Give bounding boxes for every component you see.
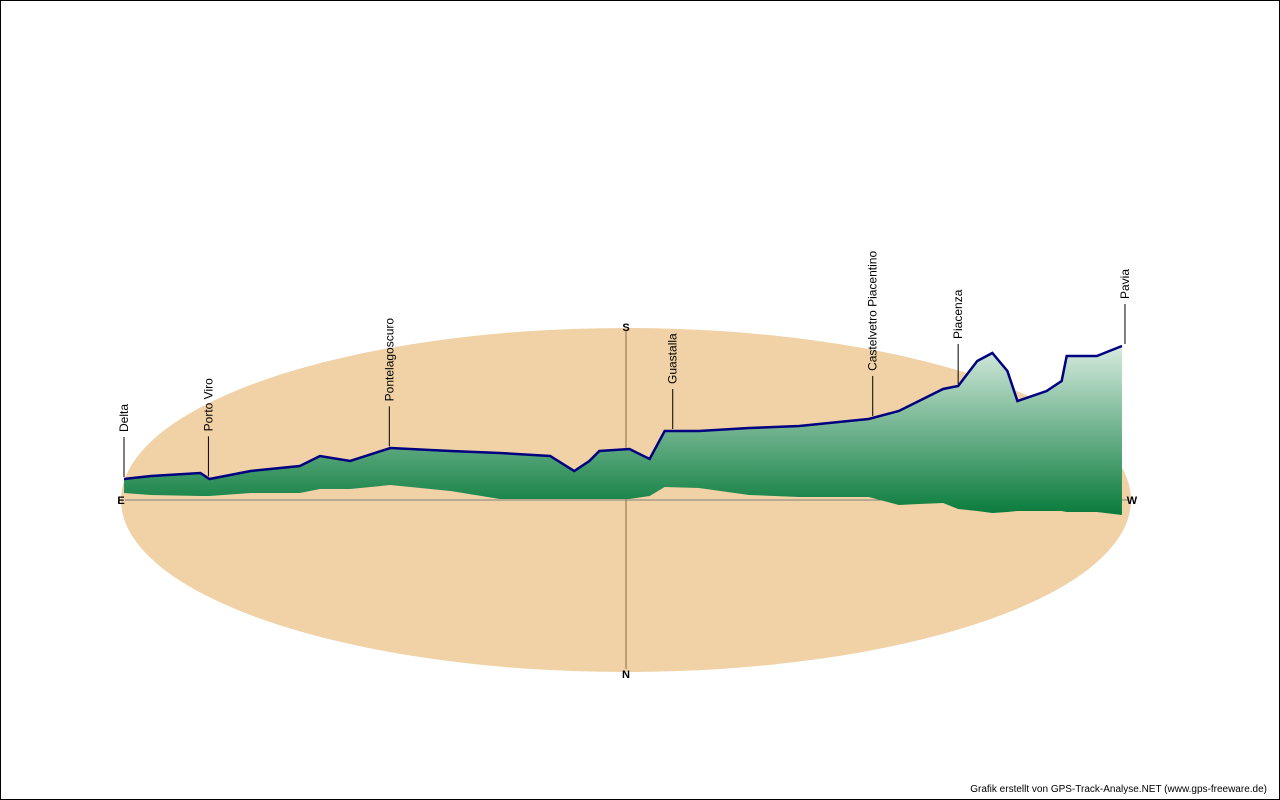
- place-label: Guastalla: [666, 333, 680, 384]
- place-label: Piacenza: [951, 289, 965, 339]
- compass-east: E: [117, 495, 124, 507]
- compass-north: N: [622, 669, 630, 681]
- footer-credit: Grafik erstellt von GPS-Track-Analyse.NE…: [970, 784, 1267, 795]
- elevation-line: [123, 344, 1123, 481]
- place-label: Delta: [117, 404, 131, 432]
- compass-west: W: [1127, 495, 1138, 507]
- place-label: Pavia: [1118, 269, 1132, 299]
- place-label: Castelvetro Piacentino: [866, 251, 880, 371]
- place-label: Porto Viro: [201, 378, 215, 431]
- place-label: Pontelagoscuro: [382, 318, 396, 402]
- compass-south: S: [622, 322, 629, 334]
- elevation-area: [124, 346, 1122, 515]
